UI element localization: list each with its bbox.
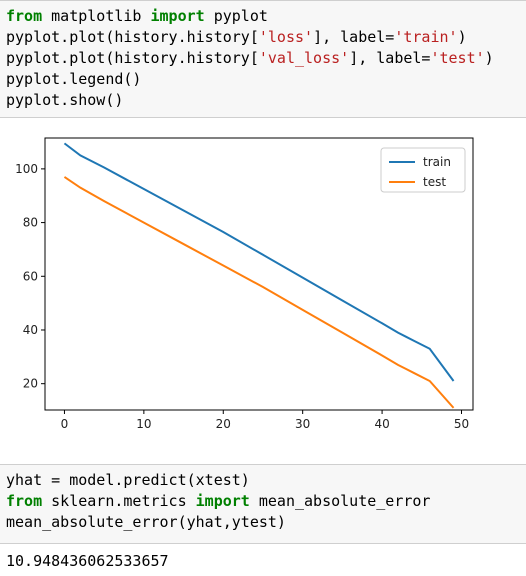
code-line: pyplot.plot(history.history['loss'], lab… (6, 27, 526, 48)
series-line-train (63, 142, 455, 382)
x-tick-label: 30 (295, 417, 310, 431)
y-tick-label: 20 (23, 377, 38, 391)
code-cell-metric[interactable]: yhat = model.predict(xtest) from sklearn.… (0, 464, 526, 544)
code-token: yhat = model.predict(xtest) (6, 471, 250, 489)
x-tick-label: 10 (136, 417, 151, 431)
code-token: matplotlib (42, 7, 151, 25)
code-string: 'loss' (258, 28, 314, 46)
y-tick-label: 80 (23, 216, 38, 230)
y-tick-label: 60 (23, 269, 38, 283)
chart-legend: train test (380, 147, 466, 193)
code-token: ) (484, 49, 494, 67)
code-token: ) (457, 28, 467, 46)
code-token: mean_absolute_error (249, 492, 431, 510)
loss-chart: 0 10 20 30 40 50 20 40 60 80 100 train test (15, 137, 474, 431)
code-string: 'train' (394, 28, 458, 46)
code-line: from sklearn.metrics import mean_absolut… (6, 491, 526, 512)
code-token: mean_absolute_error(yhat,ytest) (6, 513, 286, 531)
series-line-test (63, 176, 455, 409)
x-tick-label: 50 (454, 417, 469, 431)
code-line: from matplotlib import pyplot (6, 6, 526, 27)
code-line: pyplot.show() (6, 90, 526, 111)
code-cell-plot[interactable]: from matplotlib import pyplot pyplot.plot… (0, 0, 526, 118)
x-tick-label: 40 (374, 417, 389, 431)
y-tick-label: 100 (15, 162, 38, 176)
code-line: pyplot.legend() (6, 69, 526, 90)
legend-label-train: train (423, 155, 451, 169)
code-string: 'val_loss' (258, 49, 350, 67)
code-editor[interactable]: yhat = model.predict(xtest) from sklearn.… (0, 465, 526, 533)
code-token: sklearn.metrics (42, 492, 196, 510)
code-string: 'test' (430, 49, 485, 67)
code-token: pyplot.plot(history.history[ (6, 28, 259, 46)
code-token: ], label= (313, 28, 395, 46)
code-token: ], label= (349, 49, 431, 67)
code-keyword: from (6, 492, 43, 510)
code-token: pyplot.show() (6, 91, 124, 109)
code-keyword: import (195, 492, 250, 510)
y-tick-label: 40 (23, 323, 38, 337)
code-editor[interactable]: from matplotlib import pyplot pyplot.plot… (0, 1, 526, 111)
code-token: pyplot.legend() (6, 70, 142, 88)
x-tick-label: 20 (216, 417, 231, 431)
chart-series-group (63, 142, 455, 409)
code-token: pyplot.plot(history.history[ (6, 49, 259, 67)
legend-label-test: test (423, 175, 446, 189)
x-tick-label: 0 (61, 417, 69, 431)
code-keyword: import (150, 7, 205, 25)
code-line: mean_absolute_error(yhat,ytest) (6, 512, 526, 533)
code-token: pyplot (204, 7, 268, 25)
code-keyword: from (6, 7, 43, 25)
code-line: yhat = model.predict(xtest) (6, 470, 526, 491)
code-line: pyplot.plot(history.history['val_loss'],… (6, 48, 526, 69)
cell-output: 10.948436062533657 (6, 552, 169, 570)
